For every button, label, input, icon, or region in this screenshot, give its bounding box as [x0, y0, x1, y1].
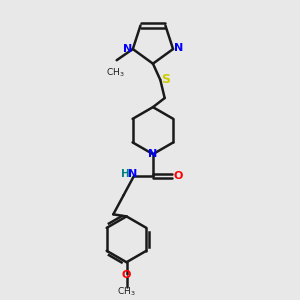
Text: O: O [122, 271, 131, 281]
Text: CH$_3$: CH$_3$ [117, 285, 136, 298]
Text: S: S [161, 73, 170, 86]
Text: N: N [123, 44, 132, 54]
Text: H: H [121, 169, 129, 179]
Text: N: N [174, 43, 183, 52]
Text: O: O [174, 171, 183, 181]
Text: N: N [148, 149, 158, 159]
Text: CH$_3$: CH$_3$ [106, 67, 124, 79]
Text: N: N [128, 169, 137, 179]
